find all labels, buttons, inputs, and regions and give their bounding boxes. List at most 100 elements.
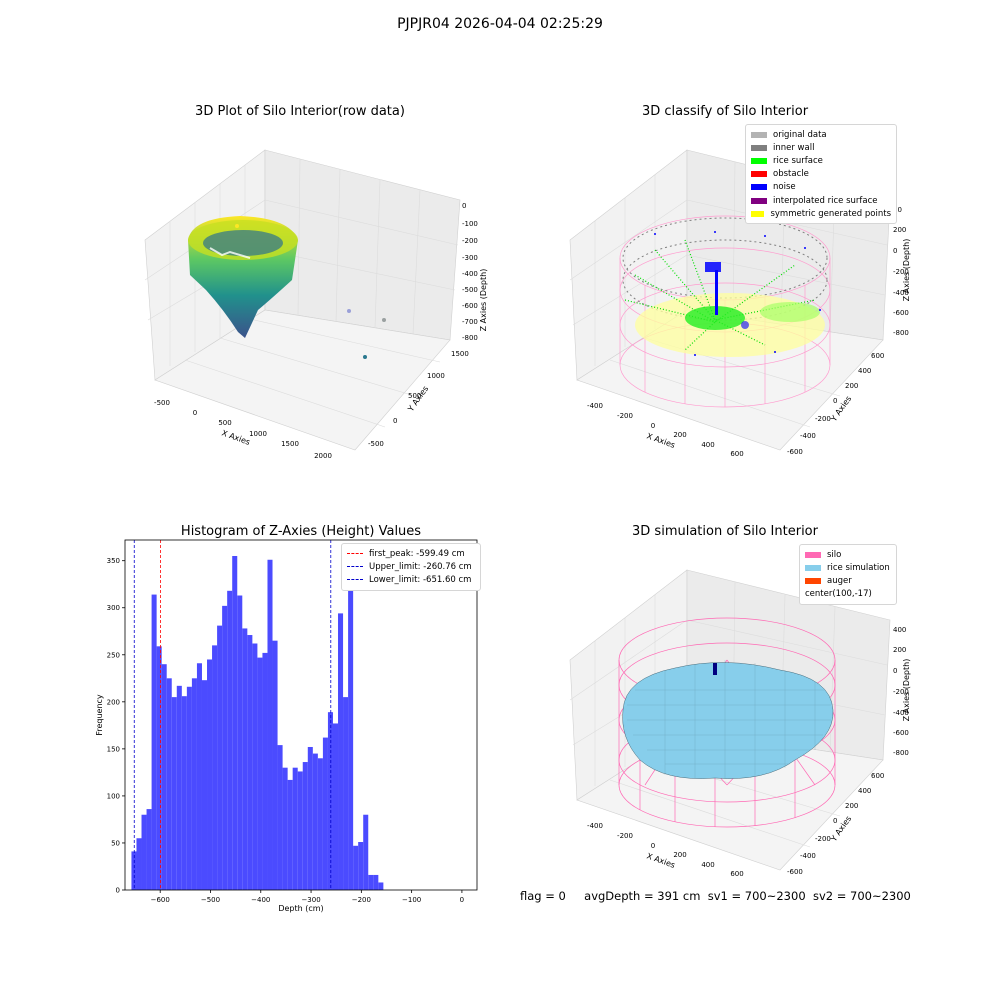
histogram-bar xyxy=(363,814,369,890)
svg-text:-400: -400 xyxy=(462,270,478,278)
histogram-xlabel: Depth (cm) xyxy=(278,904,323,913)
svg-text:1000: 1000 xyxy=(249,430,267,438)
histogram-bar xyxy=(262,652,268,890)
histogram-xtick-label: −600 xyxy=(151,896,170,904)
panel4-legend: silo rice simulation auger center(100,-1… xyxy=(799,544,897,605)
panel4-xlabel: X Axies xyxy=(645,851,676,870)
histogram-bar xyxy=(141,814,147,890)
legend-item: silo xyxy=(805,548,891,561)
histogram-ytick-label: 300 xyxy=(107,604,120,612)
svg-text:200: 200 xyxy=(845,802,858,810)
svg-text:-200: -200 xyxy=(617,832,633,840)
svg-text:-300: -300 xyxy=(462,254,478,262)
histogram-bar xyxy=(146,809,152,890)
histogram-ytick-label: 250 xyxy=(107,651,120,659)
histogram-bar xyxy=(282,767,288,890)
legend-item: rice simulation xyxy=(805,561,891,574)
legend-item: interpolated rice surface xyxy=(751,194,891,207)
histogram-ytick-label: 200 xyxy=(107,698,120,706)
histogram-xtick-label: −400 xyxy=(251,896,270,904)
svg-text:600: 600 xyxy=(730,450,743,458)
flag-text: flag = 0 xyxy=(520,889,566,903)
svg-text:-200: -200 xyxy=(893,688,909,696)
histogram-bar xyxy=(297,771,303,890)
svg-text:600: 600 xyxy=(871,352,884,360)
histogram-xtick-label: 0 xyxy=(460,896,464,904)
histogram-bar xyxy=(207,659,213,890)
histogram-bar xyxy=(237,595,243,890)
sv1-text: sv1 = 700~2300 xyxy=(707,889,806,903)
legend-item: rice surface xyxy=(751,154,891,167)
panel1-title: 3D Plot of Silo Interior(row data) xyxy=(195,104,405,119)
panel3-title: Histogram of Z-Axies (Height) Values xyxy=(180,524,422,539)
svg-text:-200: -200 xyxy=(815,415,831,423)
panel2-zlabel: Z Axies (Depth) xyxy=(902,239,911,302)
histogram-bar xyxy=(348,565,354,890)
histogram-bar xyxy=(322,737,328,890)
sv2-text: sv2 = 700~2300 xyxy=(812,889,911,903)
panel4-zlabel: Z Axies (Depth) xyxy=(902,659,911,722)
svg-text:200: 200 xyxy=(673,431,686,439)
histogram-bar xyxy=(307,746,313,890)
svg-text:-200: -200 xyxy=(893,268,909,276)
legend-item: noise xyxy=(751,181,891,194)
svg-text:200: 200 xyxy=(893,226,906,234)
legend-item: Lower_limit: -651.60 cm xyxy=(347,573,475,586)
avg-depth-text: avgDepth = 391 cm xyxy=(584,889,701,903)
svg-text:600: 600 xyxy=(871,772,884,780)
svg-text:-400: -400 xyxy=(800,432,816,440)
svg-text:-400: -400 xyxy=(587,822,603,830)
histogram-bar xyxy=(217,625,223,890)
svg-text:-400: -400 xyxy=(893,289,909,297)
histogram-bar xyxy=(227,590,233,890)
svg-text:200: 200 xyxy=(673,851,686,859)
svg-text:0: 0 xyxy=(651,842,655,850)
histogram-ytick-label: 350 xyxy=(107,557,120,565)
histogram-bar xyxy=(332,723,339,890)
histogram-bar xyxy=(257,657,263,890)
histogram-bar xyxy=(161,664,167,890)
histogram-bar xyxy=(171,697,177,890)
histogram-bar xyxy=(343,697,349,890)
histogram-bar xyxy=(338,613,344,890)
svg-text:400: 400 xyxy=(701,441,714,449)
histogram-bar xyxy=(252,643,258,890)
status-footer: flag = 0 avgDepth = 391 cm sv1 = 700~230… xyxy=(520,889,911,903)
legend-item: center(100,-17) xyxy=(805,589,872,600)
histogram-bar xyxy=(302,762,308,890)
histogram-xtick-label: −300 xyxy=(301,896,320,904)
histogram-bar xyxy=(353,845,359,890)
panel1-xlabel: X Axies xyxy=(220,428,251,447)
histogram-ytick-label: 0 xyxy=(116,887,120,895)
svg-text:200: 200 xyxy=(893,646,906,654)
svg-text:-500: -500 xyxy=(462,286,478,294)
legend-item: Upper_limit: -260.76 cm xyxy=(347,560,475,573)
svg-text:400: 400 xyxy=(858,367,871,375)
histogram-frame xyxy=(124,539,478,891)
svg-text:0: 0 xyxy=(193,409,197,417)
histogram-bar xyxy=(312,753,318,890)
histogram-bar xyxy=(277,745,283,890)
panel2-xlabel: X Axies xyxy=(645,431,676,450)
legend-item: inner wall xyxy=(751,141,891,154)
histogram-bar xyxy=(181,696,187,890)
svg-text:00: 00 xyxy=(893,206,902,214)
svg-text:-200: -200 xyxy=(815,835,831,843)
svg-text:600: 600 xyxy=(730,870,743,878)
panel2-legend: original data inner wall rice surface ob… xyxy=(745,124,897,225)
svg-text:-600: -600 xyxy=(893,729,909,737)
svg-text:0: 0 xyxy=(893,667,897,675)
suptitle: PJPJR04 2026-04-04 02:25:29 xyxy=(397,16,603,32)
histogram-xtick-label: −100 xyxy=(402,896,421,904)
histogram-legend: first_peak: -599.49 cm Upper_limit: -260… xyxy=(341,543,481,591)
legend-item: symmetric generated points xyxy=(751,207,891,220)
svg-text:-700: -700 xyxy=(462,318,478,326)
histogram-bar xyxy=(242,628,248,890)
panel4-title: 3D simulation of Silo Interior xyxy=(632,524,818,539)
histogram-bar xyxy=(196,663,202,890)
svg-text:-800: -800 xyxy=(462,334,478,342)
svg-text:1500: 1500 xyxy=(451,350,469,358)
svg-text:-400: -400 xyxy=(587,402,603,410)
histogram-bar xyxy=(292,767,298,890)
